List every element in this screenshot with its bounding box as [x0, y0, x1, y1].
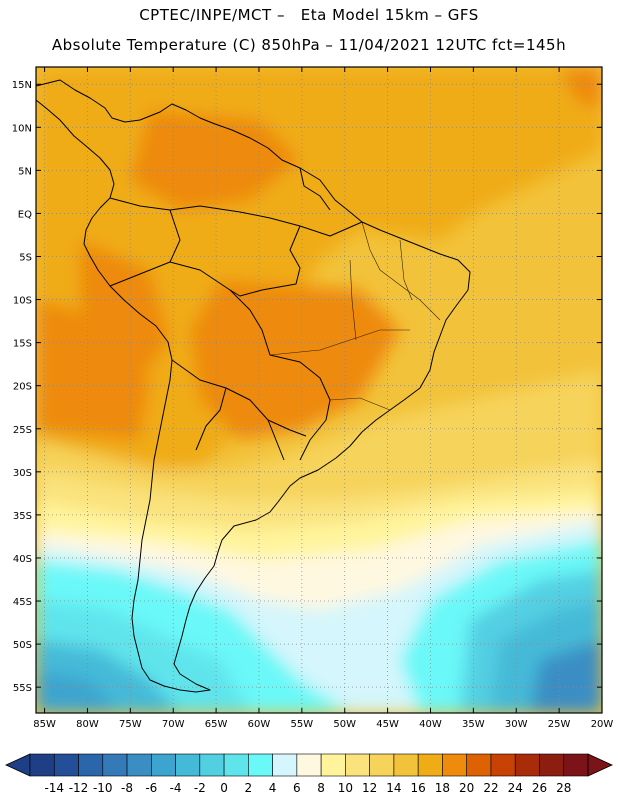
colorbar-tick-label: 12 — [362, 781, 377, 795]
colorbar-tick-label: 6 — [293, 781, 301, 795]
lon-tick-label: 70W — [162, 719, 185, 730]
colorbar-tick-label: 0 — [220, 781, 228, 795]
colorbar: -14 -12 -10 -8 -6 -4 -2 0 2 4 6 8 10 12 14 16 18 20 22 24 26… — [5, 753, 613, 795]
lat-tick-label: EQ — [18, 209, 32, 220]
colorbar-swatch — [514, 753, 540, 777]
lat-tick-label: 30S — [13, 468, 32, 479]
lat-tick-label: 35S — [13, 511, 32, 522]
colorbar-tick-label: -10 — [93, 781, 113, 795]
colorbar-tick-label: 20 — [459, 781, 474, 795]
lat-tick-label: 5N — [18, 166, 32, 177]
colorbar-swatch — [102, 753, 128, 777]
colorbar-swatch — [53, 753, 79, 777]
colorbar-min-arrow — [5, 753, 31, 777]
colorbar-tick-label: -12 — [69, 781, 89, 795]
colorbar-swatch — [490, 753, 516, 777]
colorbar-tick-label: 16 — [411, 781, 426, 795]
lat-tick-label: 45S — [13, 597, 32, 608]
colorbar-swatch — [563, 753, 589, 777]
coastlines — [35, 79, 471, 693]
colorbar-tick-label: -6 — [145, 781, 157, 795]
map-frame — [35, 66, 603, 714]
colorbar-swatch — [272, 753, 298, 777]
colorbar-swatch — [29, 753, 55, 777]
chart-title-line-2: Absolute Temperature (C) 850hPa – 11/04/… — [51, 36, 567, 54]
lat-tick-label: 25S — [13, 425, 32, 436]
colorbar-swatch — [320, 753, 346, 777]
colorbar-swatch — [296, 753, 322, 777]
colorbar-tick-label: 28 — [556, 781, 571, 795]
lon-tick-label: 50W — [333, 719, 356, 730]
colorbar-tick-label: 22 — [483, 781, 498, 795]
colorbar-swatch — [345, 753, 370, 777]
colorbar-tick-label: 10 — [338, 781, 353, 795]
colorbar-swatch — [248, 753, 273, 777]
colorbar-tick-label: -4 — [170, 781, 182, 795]
temperature-field — [36, 67, 602, 713]
colorbar-swatch — [151, 753, 176, 777]
colorbar-swatch — [78, 753, 104, 777]
lon-tick-label: 30W — [505, 719, 528, 730]
lon-tick-label: 60W — [248, 719, 271, 730]
axis-ticks: 15N 10N 5N EQ 5S 10S 15S 20S 25S 30S 35S 40S 45S 50S 5… — [12, 67, 614, 730]
state-borders — [269, 221, 441, 411]
lon-tick-label: 65W — [205, 719, 228, 730]
lat-tick-label: 40S — [13, 554, 32, 565]
lat-tick-label: 10S — [13, 296, 32, 307]
lat-tick-label: 15S — [13, 339, 32, 350]
lat-tick-label: 15N — [12, 80, 32, 91]
colorbar-tick-label: -2 — [194, 781, 206, 795]
colorbar-swatch — [369, 753, 395, 777]
colorbar-tick-label: 8 — [317, 781, 325, 795]
colorbar-swatch — [126, 753, 152, 777]
colorbar-swatch — [466, 753, 492, 777]
lon-tick-label: 85W — [33, 719, 56, 730]
colorbar-tick-label: 24 — [508, 781, 523, 795]
colorbar-swatch — [199, 753, 225, 777]
lon-tick-label: 20W — [591, 719, 614, 730]
colorbar-tick-label: 4 — [269, 781, 277, 795]
lon-tick-label: 25W — [548, 719, 571, 730]
colorbar-max-arrow — [587, 753, 613, 777]
colorbar-swatch — [539, 753, 565, 777]
colorbar-swatch — [442, 753, 467, 777]
lat-tick-label: 5S — [19, 252, 32, 263]
lon-tick-label: 55W — [291, 719, 314, 730]
colorbar-swatch — [393, 753, 419, 777]
lat-tick-label: 10N — [12, 123, 32, 134]
chart-title-line-1: CPTEC/INPE/MCT – Eta Model 15km – GFS — [139, 6, 479, 24]
colorbar-tick-label: 14 — [386, 781, 401, 795]
lon-tick-label: 35W — [462, 719, 485, 730]
lat-tick-label: 50S — [13, 640, 32, 651]
colorbar-tick-label: -8 — [121, 781, 133, 795]
colorbar-tick-label: 2 — [245, 781, 253, 795]
lon-tick-label: 40W — [419, 719, 442, 730]
lat-tick-label: 55S — [13, 683, 32, 694]
colorbar-tick-label: 18 — [435, 781, 450, 795]
colorbar-swatch — [417, 753, 443, 777]
colorbar-swatch — [223, 753, 249, 777]
lat-tick-label: 20S — [13, 382, 32, 393]
lon-tick-label: 45W — [376, 719, 399, 730]
colorbar-tick-label: -14 — [44, 781, 64, 795]
colorbar-swatch — [175, 753, 201, 777]
lon-tick-label: 75W — [119, 719, 142, 730]
colorbar-tick-label: 26 — [532, 781, 547, 795]
lon-tick-label: 80W — [76, 719, 99, 730]
